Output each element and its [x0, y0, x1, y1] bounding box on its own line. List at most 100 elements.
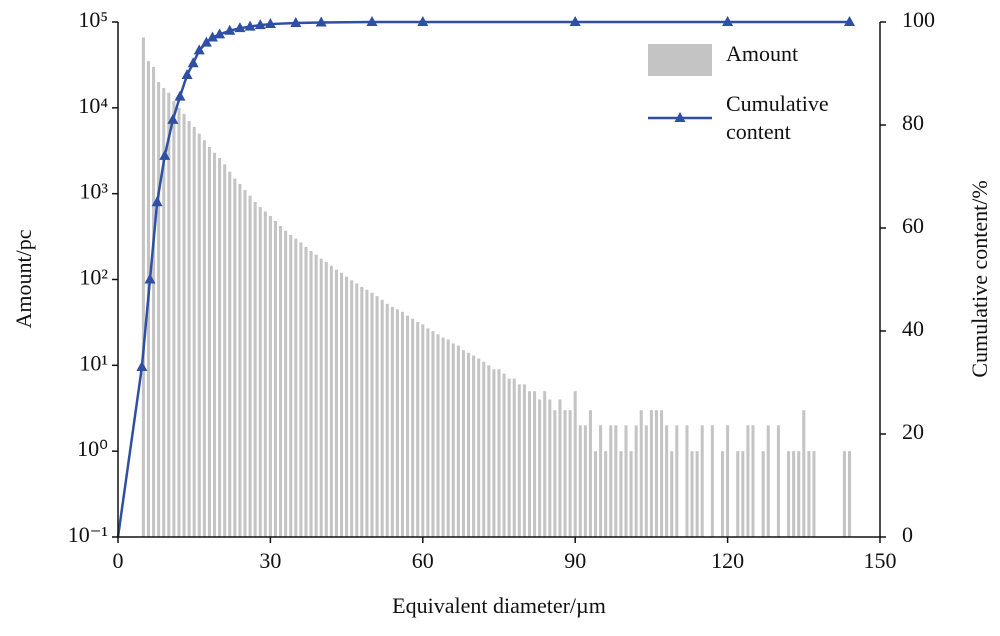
bar	[588, 410, 592, 537]
bar	[522, 384, 526, 537]
legend-label: Cumulative content	[726, 91, 829, 144]
bar	[400, 311, 405, 537]
bar	[746, 425, 750, 537]
line-marker	[315, 16, 327, 27]
bar	[726, 425, 730, 537]
x-tick-label: 150	[864, 548, 897, 573]
bar	[218, 158, 222, 537]
bar	[766, 425, 770, 537]
y-tick-label: 10²	[79, 265, 108, 290]
bar	[665, 425, 669, 537]
bar	[675, 425, 679, 537]
bar	[527, 391, 532, 537]
x-tick-label: 30	[259, 548, 281, 573]
line-marker	[366, 16, 378, 26]
bar	[492, 369, 496, 537]
bar	[167, 92, 171, 537]
bar	[456, 345, 460, 537]
bar	[289, 234, 293, 538]
bar	[609, 425, 613, 537]
line-marker	[290, 17, 302, 28]
bar	[710, 425, 714, 537]
bar	[294, 238, 298, 537]
bar	[558, 399, 562, 537]
bar	[212, 152, 217, 538]
bar	[472, 355, 476, 537]
bar	[695, 451, 699, 537]
bar	[431, 331, 435, 537]
bar	[345, 276, 349, 537]
bar	[304, 246, 308, 537]
y2-tick-label: 0	[902, 522, 913, 547]
bar	[842, 451, 846, 537]
bar	[182, 113, 186, 537]
y-tick-label: 10³	[79, 179, 108, 204]
line-marker	[417, 16, 429, 26]
bar	[568, 410, 572, 537]
line-marker	[234, 22, 246, 33]
bar	[690, 451, 694, 537]
bar	[502, 373, 506, 537]
bar	[787, 451, 791, 537]
legend-label-line: content	[726, 119, 791, 144]
bar	[299, 242, 303, 537]
bar	[533, 391, 537, 537]
y2-axis-label: Cumulative content/%	[967, 180, 992, 377]
bar	[629, 451, 633, 537]
bar	[355, 283, 359, 537]
bar	[197, 133, 201, 537]
bar	[466, 352, 471, 537]
bar	[360, 286, 364, 537]
bar	[578, 425, 582, 537]
line-marker	[193, 44, 205, 55]
bar	[761, 451, 765, 537]
bar	[670, 451, 674, 537]
bar	[141, 37, 145, 538]
line-marker	[151, 196, 163, 207]
y2-tick-label: 20	[902, 419, 924, 444]
bar	[461, 350, 465, 537]
bar	[649, 410, 653, 537]
bar	[497, 369, 501, 537]
bar	[624, 425, 628, 537]
bar	[411, 318, 415, 537]
bar	[482, 361, 486, 537]
bar	[639, 410, 643, 537]
line-marker	[569, 16, 581, 26]
bar	[329, 265, 333, 537]
legend-label: Amount	[726, 41, 798, 66]
line-marker	[159, 149, 171, 160]
bar	[319, 258, 323, 537]
bar	[751, 425, 755, 537]
bar	[477, 358, 481, 537]
line-marker	[144, 273, 156, 284]
x-tick-label: 90	[564, 548, 586, 573]
line-marker	[254, 19, 266, 30]
bar	[238, 183, 242, 537]
bar	[324, 261, 328, 537]
bar	[807, 451, 811, 537]
bar	[797, 451, 801, 537]
y-tick-label: 10⁰	[77, 436, 108, 461]
bar	[720, 451, 725, 537]
bar	[202, 140, 206, 538]
line-marker	[844, 16, 856, 26]
line-marker	[264, 18, 276, 29]
line-marker	[181, 69, 193, 80]
bar	[406, 315, 410, 537]
bar	[776, 425, 780, 537]
bar	[563, 410, 567, 537]
bar	[685, 425, 689, 537]
line-marker	[206, 31, 218, 42]
bar	[543, 391, 547, 537]
line-marker	[722, 16, 734, 26]
x-tick-label: 120	[711, 548, 744, 573]
y2-tick-label: 80	[902, 110, 924, 135]
y-tick-label: 10¹	[79, 350, 108, 375]
y-axis-label: Amount/pc	[11, 229, 36, 328]
bar	[258, 206, 262, 538]
bar	[284, 230, 288, 537]
bar	[451, 343, 455, 537]
bar	[162, 88, 166, 537]
